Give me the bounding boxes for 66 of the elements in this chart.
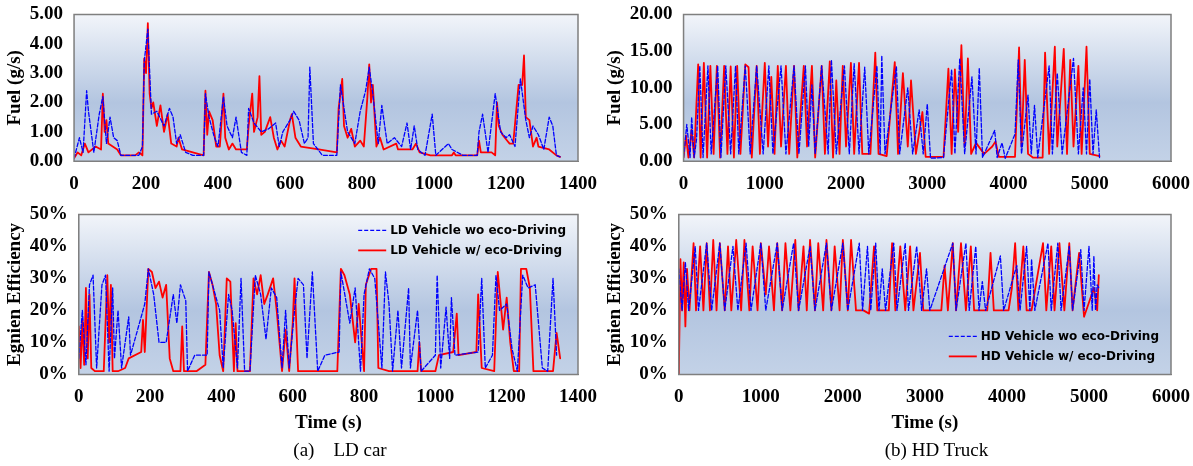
y-tick-label: 3.00 xyxy=(29,61,64,83)
x-tick-label: 3000 xyxy=(905,384,944,406)
x-tick-label: 600 xyxy=(278,384,307,406)
y-tick-label: 40% xyxy=(629,234,668,256)
y-tick-label: 0% xyxy=(39,362,68,384)
y-tick-label: 1.00 xyxy=(29,119,64,141)
x-tick-label: 4000 xyxy=(987,384,1026,406)
x-tick-label: 1000 xyxy=(416,384,455,406)
x-tick-label: 0 xyxy=(678,171,689,193)
x-tick-label: 1000 xyxy=(741,384,780,406)
x-tick-label: 5000 xyxy=(1070,171,1109,193)
text: (a) LD car xyxy=(292,439,388,461)
legend-label: LD Vehicle wo eco-Driving xyxy=(390,222,567,237)
legend-label: HD Vehicle w/ eco-Driving xyxy=(980,348,1156,363)
x-tick-label: 6000 xyxy=(1152,384,1190,406)
y-tick-label: 30% xyxy=(29,266,68,288)
y-tick-label: 5.00 xyxy=(639,112,673,134)
y-axis-title: Fuel (g/s) xyxy=(603,50,626,126)
y-tick-label: 15.00 xyxy=(629,39,673,61)
x-tick-label: 1400 xyxy=(559,384,597,406)
legend-label: LD Vehicle w/ eco-Driving xyxy=(390,242,563,257)
y-tick-label: 20.00 xyxy=(629,2,673,24)
x-tick-label: 3000 xyxy=(908,171,947,193)
x-tick-label: 400 xyxy=(207,384,236,406)
x-tick-label: 1000 xyxy=(415,171,454,193)
y-tick-label: 5.00 xyxy=(29,2,64,24)
x-tick-label: 0 xyxy=(74,384,84,406)
y-tick-label: 20% xyxy=(29,298,68,320)
line-series xyxy=(678,242,1100,312)
x-tick-label: 6000 xyxy=(1152,171,1190,193)
x-tick-label: 2000 xyxy=(827,171,866,193)
y-tick-label: 10.00 xyxy=(629,75,673,97)
x-tick-label: 5000 xyxy=(1069,384,1108,406)
x-tick-label: 1200 xyxy=(487,384,526,406)
y-tick-label: 50% xyxy=(29,202,68,224)
y-tick-label: 30% xyxy=(629,266,668,288)
x-axis-title: Time (s) xyxy=(295,410,362,433)
y-axis-title: Fuel (g/s) xyxy=(3,50,26,126)
y-tick-label: 0% xyxy=(639,362,668,384)
y-tick-label: 10% xyxy=(29,330,68,352)
y-tick-label: 2.00 xyxy=(29,90,64,112)
y-tick-label: 20% xyxy=(629,298,668,320)
y-tick-label: 40% xyxy=(29,234,68,256)
x-tick-label: 1000 xyxy=(745,171,784,193)
y-tick-label: 10% xyxy=(629,330,668,352)
x-tick-label: 200 xyxy=(131,171,161,193)
y-tick-label: 0.00 xyxy=(639,149,673,171)
x-axis-title: Time (s) xyxy=(891,410,959,433)
y-tick-label: 4.00 xyxy=(29,31,64,53)
y-tick-label: 50% xyxy=(629,202,668,224)
x-tick-label: 0 xyxy=(69,171,79,193)
x-tick-label: 2000 xyxy=(823,384,862,406)
x-tick-label: 1200 xyxy=(487,171,526,193)
legend-label: HD Vehicle wo eco-Driving xyxy=(980,328,1160,343)
x-tick-label: 4000 xyxy=(989,171,1028,193)
x-tick-label: 0 xyxy=(674,384,684,406)
x-tick-label: 600 xyxy=(275,171,305,193)
y-tick-label: 0.00 xyxy=(29,149,64,171)
x-tick-label: 1400 xyxy=(559,171,597,193)
y-axis-title: Egnien Efficiency xyxy=(3,222,25,366)
x-tick-label: 400 xyxy=(203,171,233,193)
x-tick-label: 200 xyxy=(135,384,165,406)
text: (b) HD Truck xyxy=(883,439,990,461)
x-tick-label: 800 xyxy=(347,171,377,193)
x-tick-label: 800 xyxy=(349,384,379,406)
y-axis-title: Egnien Efficiency xyxy=(603,222,625,366)
